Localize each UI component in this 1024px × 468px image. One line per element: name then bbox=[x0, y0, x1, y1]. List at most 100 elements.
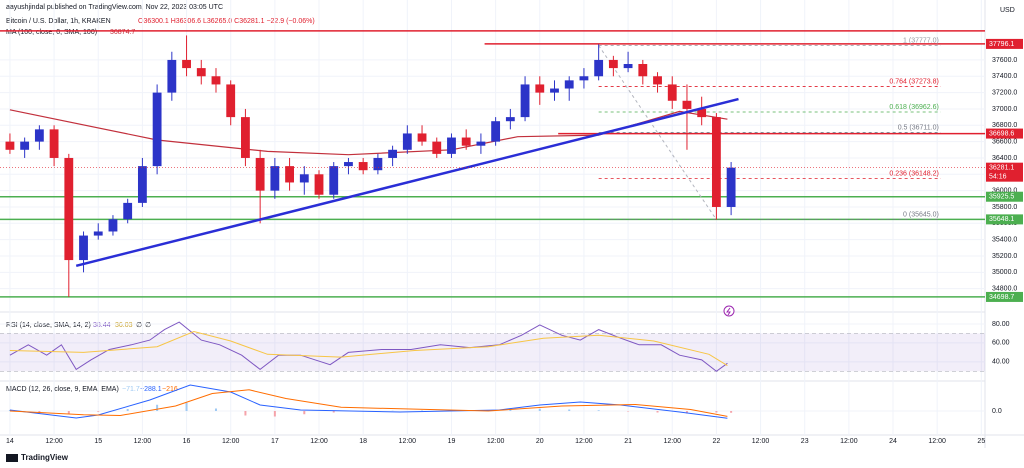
last-price-label: 36281.1 bbox=[989, 165, 1014, 172]
fib-label: 0 (35645.0) bbox=[903, 211, 939, 218]
macd-hist-value: −71.7 bbox=[122, 386, 140, 393]
histogram-bar bbox=[303, 411, 306, 415]
histogram-bar bbox=[97, 411, 100, 412]
footer-brand: TradingView bbox=[21, 453, 69, 462]
candle-body bbox=[49, 129, 59, 158]
price-tag-label: 35925.5 bbox=[989, 194, 1014, 201]
price-tag-label: 36698.6 bbox=[989, 130, 1014, 137]
candle-body bbox=[623, 64, 633, 69]
candle-body bbox=[285, 166, 294, 183]
candle-body bbox=[476, 141, 486, 146]
histogram-bar bbox=[656, 411, 659, 413]
fib-anchor bbox=[598, 45, 717, 220]
x-tick-label: 15 bbox=[94, 438, 102, 445]
fib-label: 0.764 (37273.8) bbox=[889, 78, 938, 85]
trend-line bbox=[75, 97, 739, 268]
histogram-bar bbox=[568, 409, 571, 411]
histogram-bar bbox=[214, 408, 217, 411]
y-tick-label: 35800.0 bbox=[992, 204, 1017, 211]
candle-body bbox=[520, 84, 530, 118]
x-tick-label: 20 bbox=[536, 438, 544, 445]
histogram-bar bbox=[244, 411, 247, 416]
candle-body bbox=[34, 129, 44, 142]
fib-label: 0.5 (36711.0) bbox=[898, 124, 939, 131]
y-tick-label: 35000.0 bbox=[992, 269, 1017, 276]
x-tick-label: 17 bbox=[271, 438, 279, 445]
ma-legend: MA (100, close, 0, SMA, 100) bbox=[6, 29, 97, 36]
candle-body bbox=[211, 76, 221, 85]
fib-label: 1 (37777.0) bbox=[903, 37, 939, 44]
y-tick-label: 36800.0 bbox=[992, 122, 1017, 129]
candle-body bbox=[564, 80, 574, 89]
x-tick-label: 12:00 bbox=[222, 438, 240, 445]
x-tick-label: 12:00 bbox=[487, 438, 505, 445]
event-icon[interactable] bbox=[723, 305, 735, 317]
candle-body bbox=[388, 149, 398, 158]
candle-body bbox=[108, 219, 118, 232]
candle-body bbox=[594, 59, 604, 77]
y-tick-label: 36000.0 bbox=[992, 187, 1017, 194]
logo bbox=[6, 454, 18, 462]
macd-signal-value: −216 bbox=[162, 386, 178, 393]
ohlc-values: O36300.1 H36306.6 L36265.0 C36281.1 −22.… bbox=[138, 18, 315, 25]
indicator-line bbox=[9, 389, 728, 417]
candle-body bbox=[344, 162, 353, 167]
histogram-bar bbox=[332, 411, 335, 413]
indicator-line bbox=[9, 384, 728, 419]
histogram-bar bbox=[421, 410, 424, 411]
x-tick-label: 21 bbox=[624, 438, 632, 445]
plot-layer: 34800.035000.035200.035400.035600.035800… bbox=[0, 0, 1023, 445]
candle-body bbox=[535, 84, 545, 93]
x-tick-label: 16 bbox=[183, 438, 191, 445]
y-tick-label: 0.0 bbox=[992, 408, 1002, 415]
candle-body bbox=[491, 121, 501, 142]
price-tag-label: 34698.7 bbox=[989, 294, 1014, 301]
last-price-tag bbox=[986, 162, 1023, 182]
x-tick-label: 12:00 bbox=[399, 438, 417, 445]
macd-value: −288.1 bbox=[140, 386, 162, 393]
x-tick-label: 25 bbox=[977, 438, 985, 445]
candle-body bbox=[241, 117, 250, 158]
candle-body bbox=[711, 117, 721, 207]
rsi-title: RSI (14, close, SMA, 14, 2) bbox=[6, 322, 91, 329]
candle-body bbox=[550, 88, 559, 93]
y-tick-label: 35400.0 bbox=[992, 236, 1017, 243]
histogram-bar bbox=[685, 411, 688, 414]
candle-body bbox=[20, 141, 30, 150]
x-tick-label: 12:00 bbox=[752, 438, 770, 445]
histogram-bar bbox=[730, 411, 733, 413]
fib-label: 0.236 (36148.2) bbox=[889, 170, 938, 177]
price-tag bbox=[986, 291, 1023, 302]
price-tag-label: 37796.1 bbox=[989, 41, 1014, 48]
x-tick-label: 12:00 bbox=[45, 438, 63, 445]
candle-body bbox=[608, 59, 618, 69]
x-tick-label: 12:00 bbox=[840, 438, 858, 445]
macd-title: MACD (12, 26, close, 9, EMA, EMA) bbox=[6, 386, 119, 393]
y-tick-label: 37200.0 bbox=[992, 89, 1017, 96]
candle-body bbox=[167, 59, 177, 93]
histogram-bar bbox=[538, 408, 541, 411]
x-tick-label: 14 bbox=[6, 438, 14, 445]
x-tick-label: 22 bbox=[712, 438, 720, 445]
x-tick-label: 12:00 bbox=[663, 438, 681, 445]
candle-body bbox=[64, 157, 74, 261]
candle-body bbox=[726, 167, 736, 207]
price-tag bbox=[986, 214, 1023, 225]
histogram-bar bbox=[597, 410, 600, 411]
candle-body bbox=[402, 133, 412, 150]
candle-body bbox=[255, 157, 265, 191]
candle-body bbox=[93, 231, 103, 236]
countdown: 54:16 bbox=[989, 174, 1007, 181]
currency: USD bbox=[1000, 7, 1015, 14]
candle-body bbox=[314, 174, 324, 195]
candle-body bbox=[226, 84, 236, 118]
histogram-bar bbox=[715, 411, 718, 413]
x-tick-label: 18 bbox=[359, 438, 367, 445]
rsi-ma-value: 36.03 bbox=[115, 322, 133, 329]
histogram-bar bbox=[627, 411, 630, 412]
y-tick-label: 40.00 bbox=[992, 359, 1010, 366]
histogram-bar bbox=[273, 411, 276, 417]
